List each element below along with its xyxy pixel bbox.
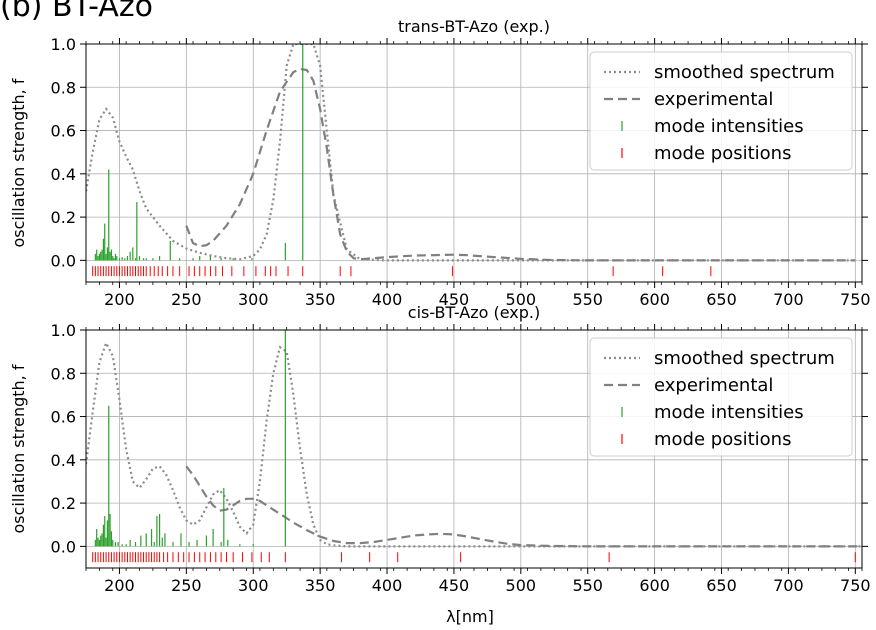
x-tick-label: 650 [706, 576, 737, 595]
x-tick-label: 350 [305, 290, 336, 309]
y-tick-label: 0.8 [51, 364, 76, 383]
x-tick-label: 200 [104, 290, 135, 309]
smoothed-spectrum-line [86, 340, 862, 548]
legend-box [589, 337, 853, 457]
y-tick-label: 0.6 [51, 122, 76, 141]
x-tick-label: 550 [572, 576, 603, 595]
figure-title: (b) BT-Azo [0, 0, 153, 24]
x-tick-label: 300 [238, 290, 269, 309]
plot-area [86, 44, 856, 277]
x-tick-label: 650 [706, 290, 737, 309]
x-tick-label: 750 [840, 576, 871, 595]
y-tick-label: 0.2 [51, 208, 76, 227]
plot-area [86, 330, 862, 563]
panel-title: trans-BT-Azo (exp.) [398, 17, 550, 36]
x-tick-label: 200 [104, 576, 135, 595]
legend: smoothed spectrum experimental mode intens… [589, 51, 853, 171]
x-tick-label: 500 [506, 290, 537, 309]
legend-label: smoothed spectrum [654, 348, 835, 369]
x-tick-label: 700 [773, 576, 804, 595]
x-axis-label: λ[nm] [446, 607, 494, 626]
y-tick-label: 1.0 [51, 35, 76, 54]
x-tick-label: 250 [171, 290, 202, 309]
legend-label: experimental [654, 375, 773, 396]
x-tick-label: 600 [639, 290, 670, 309]
experimental-line [185, 67, 856, 262]
y-tick-label: 0.8 [51, 78, 76, 97]
legend: smoothed spectrum experimental mode intens… [589, 337, 853, 457]
x-tick-label: 300 [238, 576, 269, 595]
x-tick-label: 400 [372, 576, 403, 595]
y-tick-label: 0.2 [51, 494, 76, 513]
panel-cis: 200 250 300 350 400 450 500 550 600 650 700 750 0.0 0… [9, 303, 871, 595]
panel-title: cis-BT-Azo (exp.) [408, 303, 540, 322]
legend-label: mode intensities [654, 116, 804, 137]
legend-box [589, 51, 853, 171]
y-tick-label: 0.6 [51, 408, 76, 427]
panel-trans: 200 250 300 350 400 450 500 550 600 650 700 750 0.0 0… [9, 17, 871, 309]
x-tick-label: 600 [639, 576, 670, 595]
legend-label: smoothed spectrum [654, 62, 835, 83]
x-tick-label: 500 [506, 576, 537, 595]
legend-label: mode intensities [654, 402, 804, 423]
x-tick-label: 400 [372, 290, 403, 309]
legend-label: mode positions [654, 429, 791, 450]
legend-label: mode positions [654, 143, 791, 164]
y-tick-label: 0.4 [51, 451, 76, 470]
x-tick-label: 550 [572, 290, 603, 309]
x-tick-label: 450 [439, 576, 470, 595]
y-tick-label: 0.0 [51, 251, 76, 270]
y-axis-label: oscillation strength, f [9, 78, 28, 247]
x-tick-label: 700 [773, 290, 804, 309]
y-tick-label: 1.0 [51, 321, 76, 340]
y-axis-label: oscillation strength, f [9, 364, 28, 533]
y-tick-label: 0.4 [51, 165, 76, 184]
x-tick-label: 250 [171, 576, 202, 595]
x-tick-label: 750 [840, 290, 871, 309]
experimental-line [185, 465, 862, 548]
legend-label: experimental [654, 89, 773, 110]
x-tick-label: 350 [305, 576, 336, 595]
y-tick-label: 0.0 [51, 537, 76, 556]
x-tick-label: 450 [439, 290, 470, 309]
